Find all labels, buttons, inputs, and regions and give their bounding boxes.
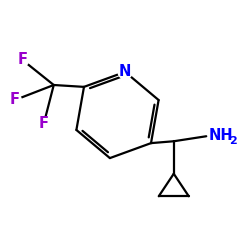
- Text: F: F: [39, 116, 49, 131]
- Circle shape: [16, 54, 29, 66]
- Text: NH: NH: [209, 128, 234, 142]
- Text: N: N: [119, 64, 131, 80]
- Circle shape: [118, 65, 132, 79]
- Text: 2: 2: [230, 136, 237, 146]
- Text: F: F: [10, 92, 20, 108]
- Circle shape: [9, 94, 21, 106]
- Text: F: F: [18, 52, 28, 68]
- Circle shape: [38, 118, 50, 130]
